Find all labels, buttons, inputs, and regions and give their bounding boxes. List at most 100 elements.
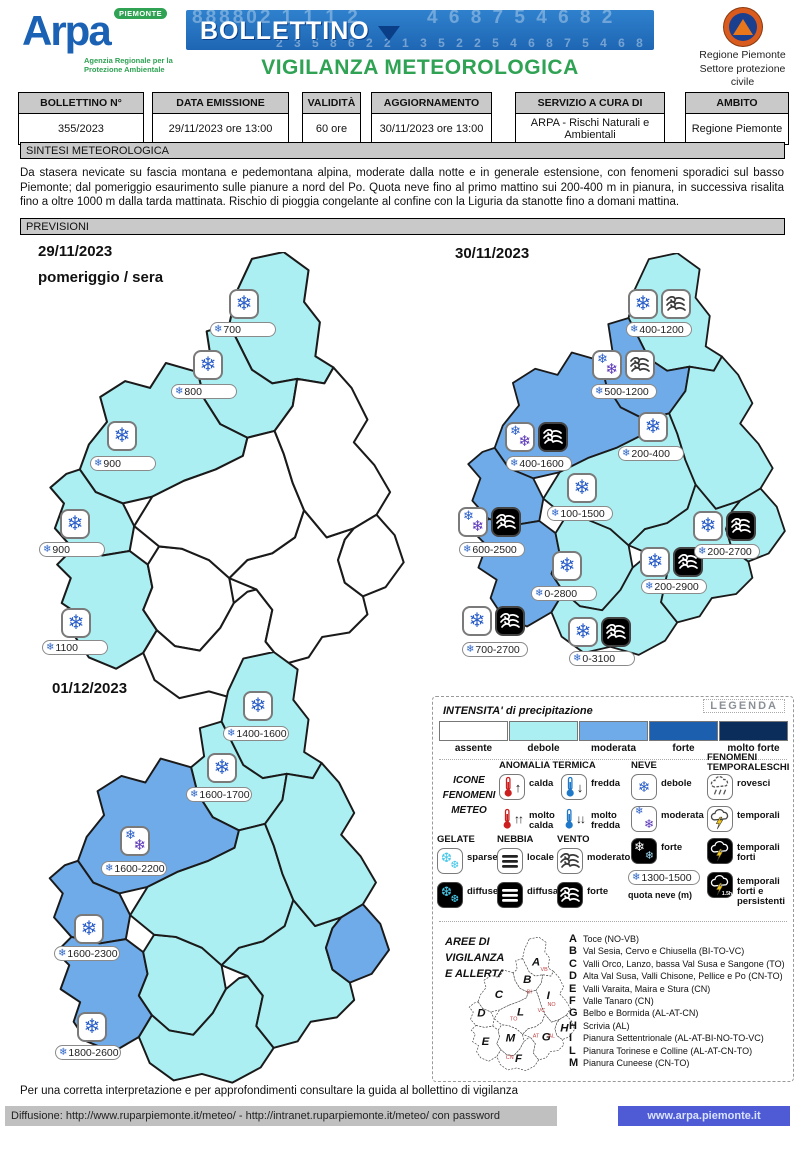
- area-row: D Alta Val Susa, Valli Chisone, Pellice …: [569, 970, 791, 982]
- info-col-4: SERVIZIO A CURA DI ARPA - Rischi Natural…: [515, 92, 665, 145]
- area-row: F Valle Tanaro (CN): [569, 995, 791, 1007]
- snow-debole-icon: ❄: [567, 473, 597, 503]
- info-col-2: VALIDITÀ 60 ore: [302, 92, 361, 145]
- quota-neve-icon: ❄: [463, 543, 472, 555]
- snow-debole-icon: ❄: [243, 691, 273, 721]
- area-name: Pianura Settentrionale (AL-AT-BI-NO-TO-V…: [583, 1033, 764, 1044]
- therm-calda-icon: ↑: [499, 774, 525, 800]
- snow-debole-icon: ❄: [462, 606, 492, 636]
- intensity-title: INTENSITA' di precipitazione: [443, 705, 593, 717]
- wind-moderato-icon: [625, 350, 655, 380]
- area-name: Val Sesia, Cervo e Chiusella (BI-TO-VC): [583, 946, 745, 957]
- snow-moderata-icon: ❄ ❄: [505, 422, 535, 452]
- map-marker: ❄: [107, 421, 137, 451]
- quota-neve-icon: ❄: [573, 652, 582, 664]
- map-region-E: [56, 547, 158, 670]
- map-region-L: [129, 822, 295, 967]
- piemonte-map-svg-3: [48, 652, 390, 1084]
- intensity-cell-molto-forte: [719, 721, 788, 741]
- area-letter: L: [569, 1044, 576, 1057]
- rovesci-icon: [707, 774, 733, 800]
- legend-item-label: moderato: [587, 852, 631, 863]
- region-line1: Regione Piemonte: [699, 49, 786, 61]
- area-letter: E: [569, 982, 577, 995]
- intensity-cell-forte: [649, 721, 718, 741]
- mini-region-letter: D: [477, 1008, 485, 1020]
- snow-forte-icon: ❄ ❄: [631, 838, 657, 864]
- mini-region-I: [535, 970, 571, 1023]
- gelate-sparse-icon: ❆ ❆: [437, 848, 463, 874]
- wind-moderato-icon: [557, 848, 583, 874]
- snow-debole-icon: ❄: [229, 289, 259, 319]
- info-header: AGGIORNAMENTO: [371, 92, 492, 114]
- temporali-icon: [707, 806, 733, 832]
- quota-neve-icon: ❄: [175, 385, 184, 397]
- mini-region-C: [477, 969, 529, 1013]
- arpa-subtitle: Agenzia Regionale per la Protezione Ambi…: [84, 56, 173, 75]
- map-marker: ❄: [60, 509, 90, 539]
- wind-forte-icon: [601, 617, 631, 647]
- mini-region-letter: G: [542, 1031, 551, 1043]
- sintesi-bar: SINTESI METEOROLOGICA: [20, 142, 785, 159]
- quota-neve-icon: ❄: [510, 457, 519, 469]
- snow-debole-icon: ❄: [193, 350, 223, 380]
- mini-region-H: [554, 1014, 575, 1040]
- snow-level-label: ❄ 0-3100: [569, 651, 635, 666]
- wind-forte-icon: [495, 606, 525, 636]
- info-col-0: BOLLETTINO N° 355/2023: [18, 92, 144, 145]
- snow-debole-icon: ❄: [640, 547, 670, 577]
- legend-panel: LEGENDA INTENSITA' di precipitazione ass…: [432, 696, 794, 1082]
- info-header: DATA EMISSIONE: [152, 92, 289, 114]
- quota-neve-icon: ❄: [43, 543, 52, 555]
- diffusion-bar: Diffusione: http://www.ruparpiemonte.it/…: [5, 1106, 557, 1126]
- map-marker: ❄ ❄: [458, 507, 521, 537]
- banner-numbers-top: 888802 1 1 1 2 4 6 8 7 5 4 6 8 2: [192, 10, 616, 28]
- legend-item-label: molto fredda: [591, 810, 621, 831]
- quota-neve-icon: ❄: [535, 587, 544, 599]
- region-name: Regione Piemonte Settore protezione civi…: [690, 49, 795, 90]
- website-link[interactable]: www.arpa.piemonte.it: [618, 1106, 790, 1126]
- icone-fenomeni-label: ICONE FENOMENI METEO: [442, 775, 496, 816]
- legend-section-header: NEBBIA: [497, 834, 534, 845]
- legend-item-label: calda: [529, 778, 554, 789]
- area-row: E Valli Varaita, Maira e Stura (CN): [569, 983, 791, 995]
- quota-neve-icon: ❄: [698, 545, 707, 557]
- nebbia-diffusa-icon: [497, 882, 523, 908]
- map-marker: ❄: [628, 289, 691, 319]
- sintesi-title: SINTESI METEOROLOGICA: [26, 144, 170, 157]
- map-marker: ❄: [552, 551, 582, 581]
- area-row: A Toce (NO-VB): [569, 933, 791, 945]
- legend-item-label: moderata: [661, 810, 704, 821]
- legend-item-label: fredda: [591, 778, 621, 789]
- area-row: C Valli Orco, Lanzo, bassa Val Susa e Sa…: [569, 958, 791, 970]
- map-marker: ❄: [61, 608, 91, 638]
- snow-level-label: ❄ 100-1500: [547, 506, 613, 521]
- info-header: AMBITO: [685, 92, 789, 114]
- footer-note: Per una corretta interpretazione e per a…: [20, 1085, 518, 1097]
- area-letter: M: [569, 1056, 579, 1069]
- mini-province-code: NO: [548, 1002, 556, 1008]
- mini-region-letter: E: [482, 1036, 490, 1048]
- intensity-label: debole: [527, 743, 560, 754]
- area-list: A Toce (NO-VB) B Val Sesia, Cervo e Chius…: [569, 933, 791, 1069]
- page-subtitle: VIGILANZA METEOROLOGICA: [261, 56, 579, 79]
- wind-forte-icon: [538, 422, 568, 452]
- info-value: Regione Piemonte: [685, 114, 789, 145]
- snow-level-label: ❄ 1400-1600: [223, 726, 289, 741]
- snow-debole-icon: ❄: [631, 774, 657, 800]
- area-letter: A: [569, 933, 577, 945]
- legend-title: LEGENDA: [703, 699, 785, 713]
- nebbia-locale-icon: [497, 848, 523, 874]
- area-letter: C: [569, 957, 577, 970]
- sintesi-text: Da stasera nevicate su fascia montana e …: [20, 167, 784, 209]
- wind-forte-icon: [491, 507, 521, 537]
- bollettino-title: BOLLETTINO: [200, 17, 400, 46]
- snow-level-label: ❄ 800: [171, 384, 237, 399]
- quota-neve-icon: ❄: [227, 727, 236, 739]
- area-row: G Belbo e Bormida (AL-AT-CN): [569, 1007, 791, 1019]
- snow-debole-icon: ❄: [628, 289, 658, 319]
- therm-molto-calda-icon: ↑↑: [499, 806, 525, 832]
- snow-level-label: ❄ 700: [210, 322, 276, 337]
